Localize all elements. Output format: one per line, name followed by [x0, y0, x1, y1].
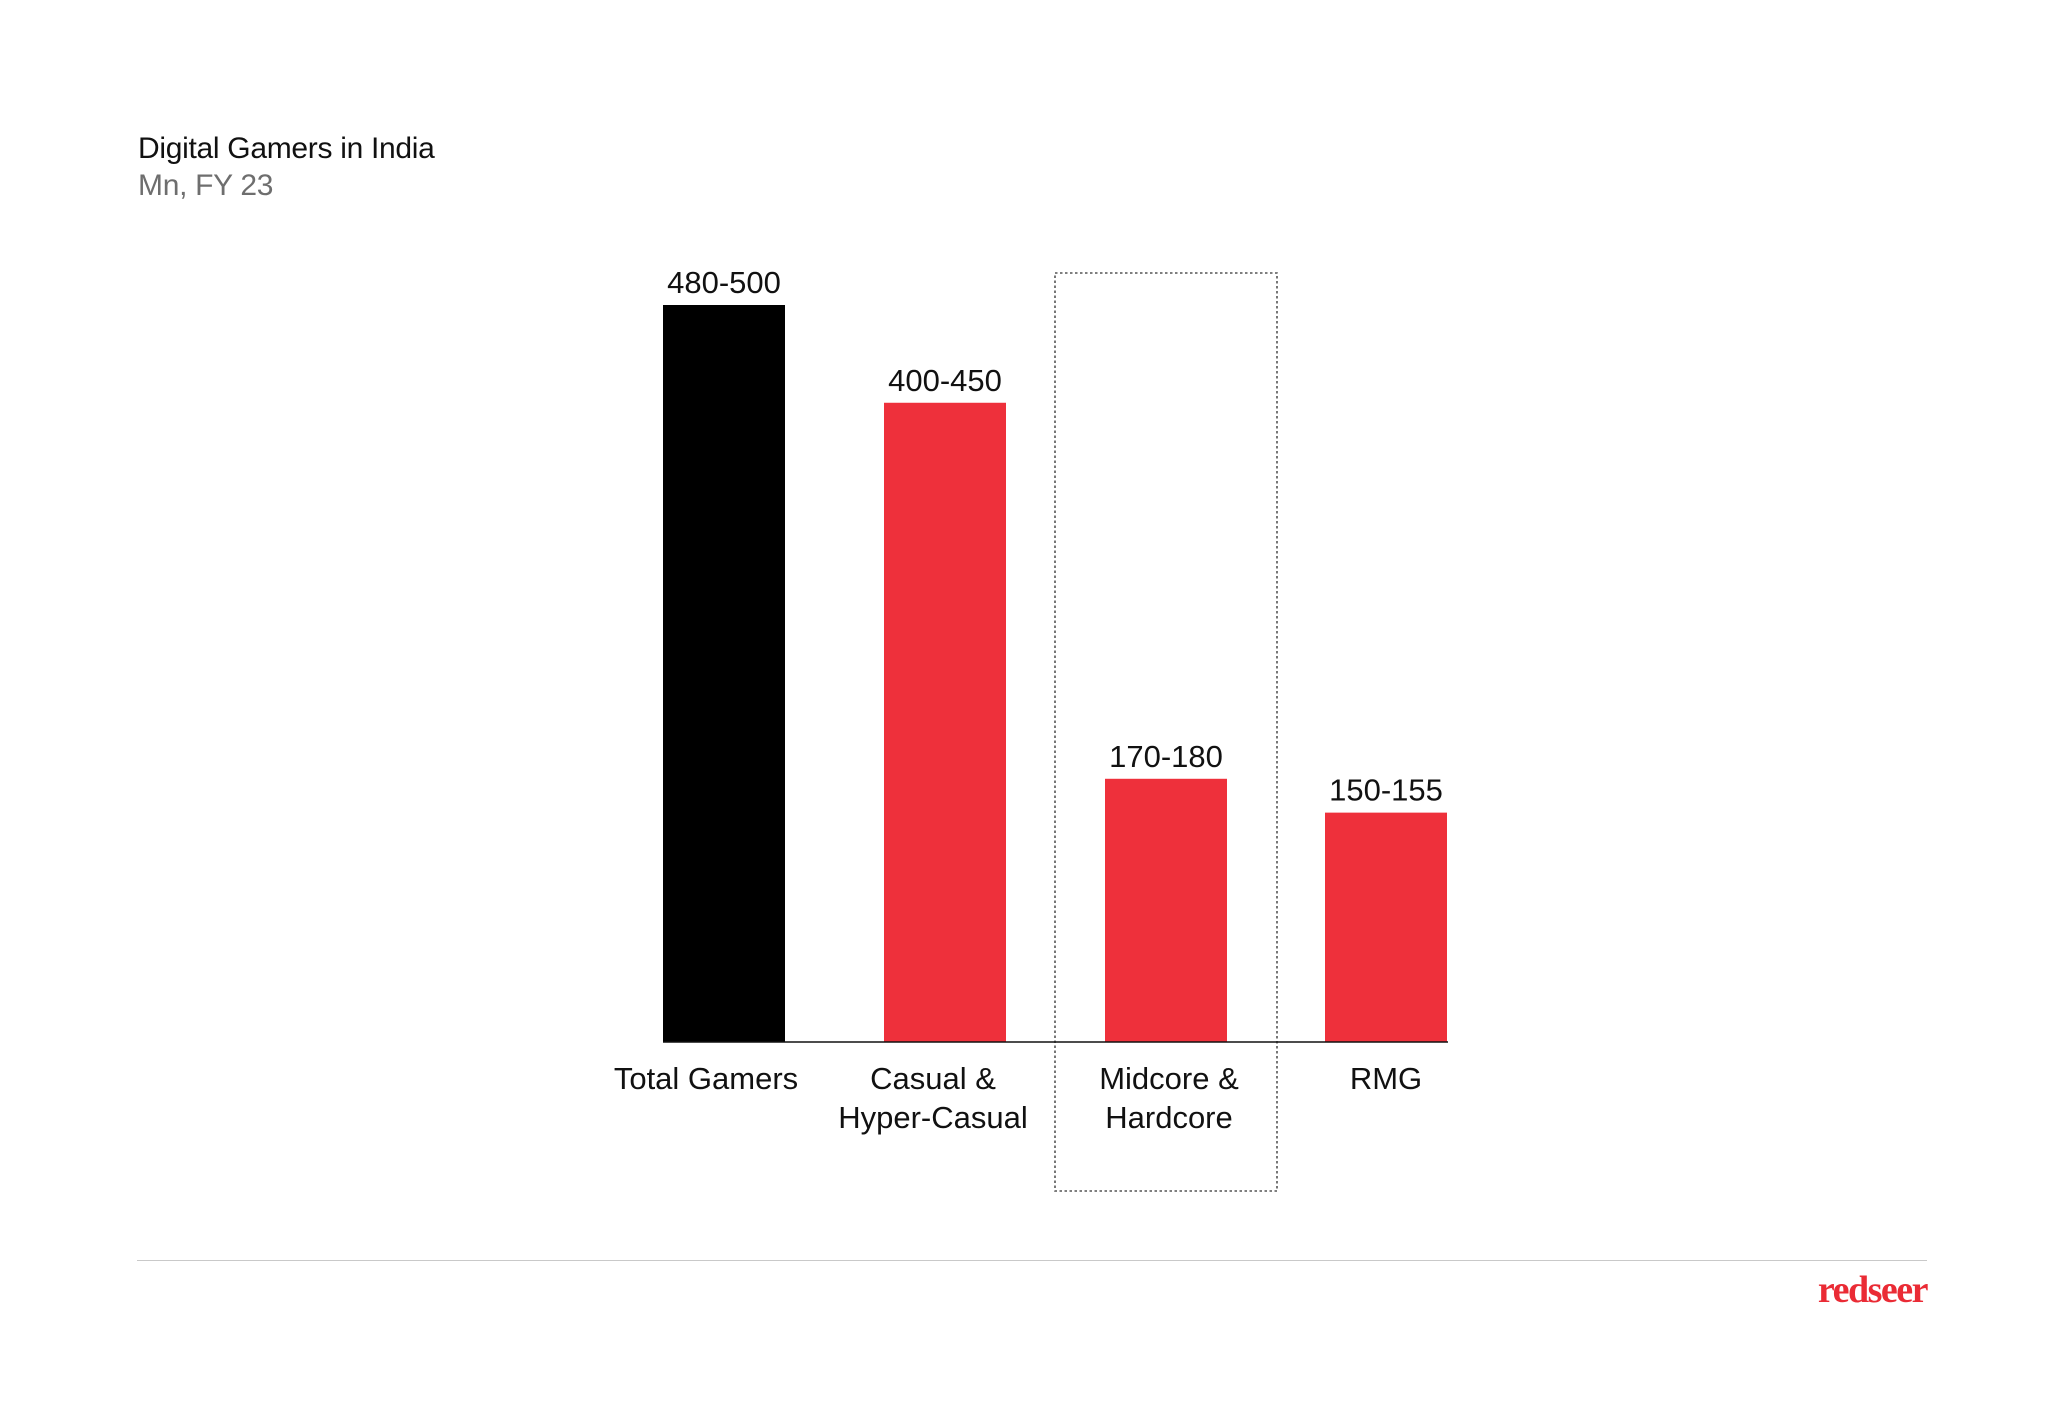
bar-0: [663, 305, 785, 1042]
category-label-2-1: Hardcore: [1105, 1100, 1233, 1135]
category-label-3-0: RMG: [1350, 1061, 1422, 1096]
data-label-0: 480-500: [667, 265, 781, 300]
data-label-3: 150-155: [1329, 773, 1443, 808]
category-label-0-0: Total Gamers: [614, 1061, 798, 1096]
footer-divider: [137, 1260, 1927, 1261]
chart-subtitle: Mn, FY 23: [138, 169, 274, 202]
data-label-2: 170-180: [1109, 739, 1223, 774]
data-label-1: 400-450: [888, 363, 1002, 398]
highlight-box: [1054, 272, 1278, 1192]
bar-1: [884, 402, 1006, 1042]
bar-3: [1325, 812, 1447, 1042]
redseer-logo: redseer: [1817, 1269, 1929, 1311]
category-label-2-0: Midcore &: [1099, 1061, 1239, 1096]
bar-2: [1105, 778, 1227, 1042]
category-label-1-1: Hyper-Casual: [838, 1100, 1028, 1135]
chart-title: Digital Gamers in India: [138, 132, 435, 165]
category-label-1-0: Casual &: [870, 1061, 996, 1096]
